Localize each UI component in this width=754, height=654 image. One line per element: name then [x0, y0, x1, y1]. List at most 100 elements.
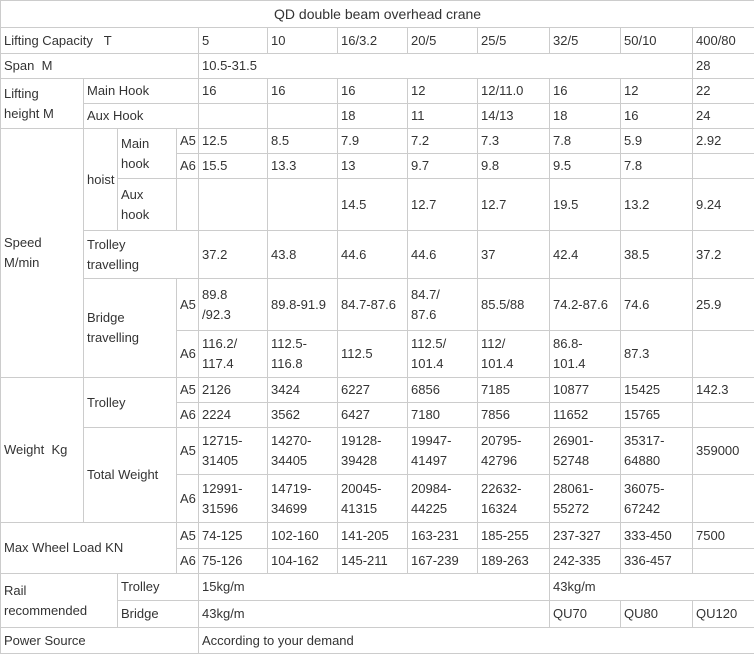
- data-cell: 167-239: [408, 549, 478, 574]
- data-cell: 237-327: [550, 523, 621, 549]
- data-cell: 22632- 16324: [478, 475, 550, 523]
- row-label-weight-trolley: Trolley: [84, 378, 177, 428]
- data-cell: [693, 154, 754, 179]
- title-row: QD double beam overhead crane: [1, 1, 754, 28]
- row-label-trolley-travelling: Trolley travelling: [84, 231, 199, 279]
- data-cell: 42.4: [550, 231, 621, 279]
- data-cell: 13.2: [621, 179, 693, 231]
- data-cell: 2126: [199, 378, 268, 403]
- data-cell: 18: [338, 104, 408, 129]
- bridge-travelling-a5-row: Bridge travelling A5 89.8 /92.3 89.8-91.…: [1, 279, 754, 331]
- data-cell: 359000: [693, 428, 754, 475]
- data-cell: 112/ 101.4: [478, 331, 550, 378]
- data-cell: [268, 179, 338, 231]
- row-label-a6: A6: [177, 403, 199, 428]
- data-cell: 74.6: [621, 279, 693, 331]
- data-cell: 19128- 39428: [338, 428, 408, 475]
- data-cell: 185-255: [478, 523, 550, 549]
- data-cell: 50/10: [621, 28, 693, 54]
- data-cell: 16: [199, 79, 268, 104]
- data-cell: 15kg/m: [199, 574, 550, 601]
- data-cell: 28: [693, 54, 754, 79]
- row-label-a6: A6: [177, 331, 199, 378]
- data-cell: 89.8 /92.3: [199, 279, 268, 331]
- data-cell: 38.5: [621, 231, 693, 279]
- data-cell: 84.7/ 87.6: [408, 279, 478, 331]
- data-cell: 7.8: [621, 154, 693, 179]
- data-cell: 10.5-31.5: [199, 54, 693, 79]
- data-cell: 44.6: [338, 231, 408, 279]
- data-cell: 7500: [693, 523, 754, 549]
- row-label-a5: A5: [177, 129, 199, 154]
- data-cell: 112.5- 116.8: [268, 331, 338, 378]
- data-cell: 7856: [478, 403, 550, 428]
- data-cell: 35317- 64880: [621, 428, 693, 475]
- row-label-max-wheel-load: Max Wheel Load KN: [1, 523, 177, 574]
- data-cell: 7180: [408, 403, 478, 428]
- data-cell: 16: [338, 79, 408, 104]
- data-cell: 242-335: [550, 549, 621, 574]
- empty-cell: [177, 179, 199, 231]
- row-label-a5: A5: [177, 279, 199, 331]
- data-cell: 25.9: [693, 279, 754, 331]
- data-cell: 19947- 41497: [408, 428, 478, 475]
- data-cell: 12715- 31405: [199, 428, 268, 475]
- data-cell: 20/5: [408, 28, 478, 54]
- main-hook-height-row: Lifting height M Main Hook 16 16 16 12 1…: [1, 79, 754, 104]
- data-cell: 7.3: [478, 129, 550, 154]
- data-cell: 163-231: [408, 523, 478, 549]
- data-cell: 11652: [550, 403, 621, 428]
- data-cell: 3562: [268, 403, 338, 428]
- data-cell: 25/5: [478, 28, 550, 54]
- data-cell: 400/80: [693, 28, 754, 54]
- data-cell: 28061- 55272: [550, 475, 621, 523]
- aux-hook-height-row: Aux Hook 18 11 14/13 18 16 24: [1, 104, 754, 129]
- data-cell: 37: [478, 231, 550, 279]
- row-label-a5: A5: [177, 523, 199, 549]
- weight-trolley-a5-row: Weight Kg Trolley A5 2126 3424 6227 6856…: [1, 378, 754, 403]
- data-cell: 141-205: [338, 523, 408, 549]
- data-cell: 12/11.0: [478, 79, 550, 104]
- rail-trolley-row: Rail recommended Trolley 15kg/m 43kg/m: [1, 574, 754, 601]
- data-cell: 43.8: [268, 231, 338, 279]
- data-cell: 84.7-87.6: [338, 279, 408, 331]
- data-cell: 9.8: [478, 154, 550, 179]
- max-wheel-a5-row: Max Wheel Load KN A5 74-125 102-160 141-…: [1, 523, 754, 549]
- row-label-lifting-height: Lifting height M: [1, 79, 84, 129]
- data-cell: 7.9: [338, 129, 408, 154]
- data-cell: 9.24: [693, 179, 754, 231]
- data-cell: 19.5: [550, 179, 621, 231]
- row-label-hoist: hoist: [84, 129, 118, 231]
- data-cell: 75-126: [199, 549, 268, 574]
- data-cell: 74-125: [199, 523, 268, 549]
- data-cell: 145-211: [338, 549, 408, 574]
- data-cell: QU80: [621, 601, 693, 628]
- data-cell: 16/3.2: [338, 28, 408, 54]
- row-label-bridge-travelling: Bridge travelling: [84, 279, 177, 378]
- data-cell: 12.7: [408, 179, 478, 231]
- data-cell: 14270- 34405: [268, 428, 338, 475]
- data-cell: 2224: [199, 403, 268, 428]
- data-cell: [693, 331, 754, 378]
- data-cell: 86.8- 101.4: [550, 331, 621, 378]
- data-cell: 85.5/88: [478, 279, 550, 331]
- data-cell: 13.3: [268, 154, 338, 179]
- data-cell: 6856: [408, 378, 478, 403]
- data-cell: 20045- 41315: [338, 475, 408, 523]
- data-cell: 43kg/m: [550, 574, 754, 601]
- row-label-a5: A5: [177, 428, 199, 475]
- row-label-rail-trolley: Trolley: [118, 574, 199, 601]
- data-cell: 333-450: [621, 523, 693, 549]
- data-cell: 12: [408, 79, 478, 104]
- data-cell: 142.3: [693, 378, 754, 403]
- data-cell: QU70: [550, 601, 621, 628]
- lifting-capacity-row: Lifting Capacity T 5 10 16/3.2 20/5 25/5…: [1, 28, 754, 54]
- row-label-a6: A6: [177, 154, 199, 179]
- data-cell: 104-162: [268, 549, 338, 574]
- data-cell: 18: [550, 104, 621, 129]
- data-cell: 3424: [268, 378, 338, 403]
- data-cell: 44.6: [408, 231, 478, 279]
- data-cell: [199, 104, 268, 129]
- data-cell: 12991- 31596: [199, 475, 268, 523]
